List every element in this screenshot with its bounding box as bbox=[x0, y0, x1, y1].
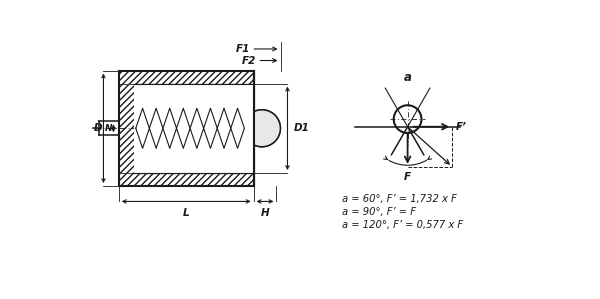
Text: F2: F2 bbox=[242, 56, 256, 65]
Text: F’: F’ bbox=[455, 122, 466, 132]
Text: H: H bbox=[260, 208, 269, 218]
Text: a: a bbox=[404, 71, 412, 84]
Text: L: L bbox=[183, 208, 190, 218]
Text: D1: D1 bbox=[293, 123, 310, 133]
Polygon shape bbox=[119, 173, 254, 186]
Circle shape bbox=[394, 105, 421, 133]
Polygon shape bbox=[119, 71, 254, 84]
Text: a = 90°, F’ = F: a = 90°, F’ = F bbox=[342, 207, 416, 217]
Circle shape bbox=[244, 110, 280, 147]
Circle shape bbox=[244, 110, 280, 147]
Polygon shape bbox=[134, 84, 254, 173]
Polygon shape bbox=[134, 84, 254, 173]
Polygon shape bbox=[134, 84, 254, 173]
Text: a = 60°, F’ = 1,732 x F: a = 60°, F’ = 1,732 x F bbox=[342, 194, 457, 204]
Text: D: D bbox=[94, 123, 103, 133]
Text: F1: F1 bbox=[235, 44, 250, 54]
Text: N: N bbox=[105, 124, 113, 133]
Text: F: F bbox=[404, 172, 411, 182]
Polygon shape bbox=[119, 84, 134, 173]
Text: a = 120°, F’ = 0,577 x F: a = 120°, F’ = 0,577 x F bbox=[342, 220, 463, 230]
